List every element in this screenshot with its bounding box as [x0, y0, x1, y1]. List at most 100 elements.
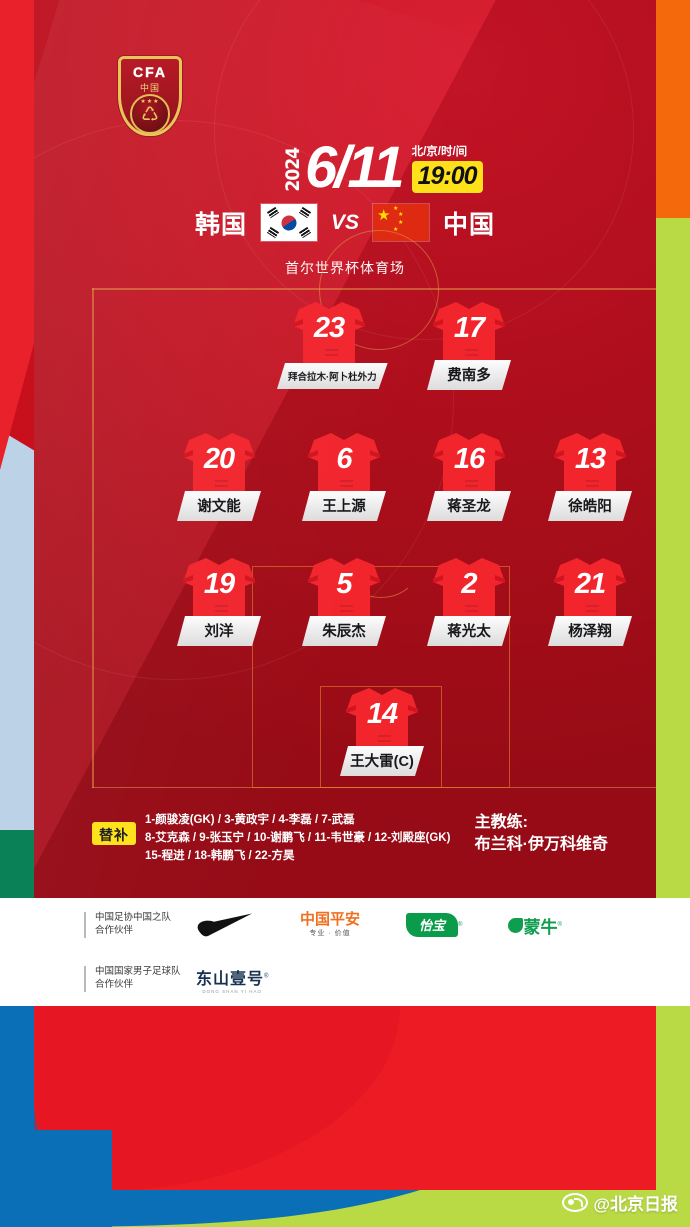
match-datetime: 2024 6/11 北/京/时/间 19:00 [282, 132, 483, 200]
sponsor-strip: 中国足协中国之队 合作伙伴 中国平安 专业 · 价值 怡宝 ® 蒙牛 ® [0, 898, 690, 1006]
player-name: 费南多 [427, 360, 511, 390]
player-slot[interactable]: 23 拜合拉木·阿卜杜外力 [277, 297, 381, 389]
player-slot[interactable]: 5 朱辰杰 [292, 553, 396, 646]
substitutes-line: 15-程进 / 18-韩鹏飞 / 22-方昊 [145, 849, 295, 862]
jersey-icon: 20 [175, 428, 263, 498]
yibao-logo-icon: 怡宝 ® [406, 913, 462, 937]
jersey-number: 13 [574, 443, 606, 475]
registered-mark: ® [557, 922, 562, 928]
player-name: 王上源 [302, 491, 386, 521]
sponsor-label-line1: 中国国家男子足球队 [95, 966, 181, 978]
weibo-icon [562, 1193, 589, 1212]
vs-label: VS [330, 210, 359, 234]
star-small: ★ [398, 220, 404, 226]
player-slot[interactable]: 17 费南多 [417, 297, 521, 390]
jersey-icon: 14 [338, 683, 426, 753]
sponsor-logos: 中国平安 专业 · 价值 怡宝 ® 蒙牛 ® [196, 911, 562, 939]
pitch-diagram: 23 拜合拉木·阿卜杜外力 17 费南多 [92, 230, 656, 788]
jersey-icon: 21 [546, 553, 634, 623]
jersey-icon: 19 [175, 553, 263, 623]
weibo-watermark[interactable]: @北京日报 [562, 1190, 678, 1215]
match-month-day: 6/11 [305, 134, 405, 200]
jersey-shape [433, 433, 505, 496]
player-name: 蒋光太 [427, 616, 511, 646]
cfa-dragon-icon: ★★★ ♺ [130, 94, 170, 134]
sponsor-row: 中国国家男子足球队 合作伙伴 东山壹号® DONG SHAN YI HAO [0, 952, 690, 1006]
jersey-number: 14 [366, 698, 398, 730]
sponsor-row: 中国足协中国之队 合作伙伴 中国平安 专业 · 价值 怡宝 ® 蒙牛 ® [0, 898, 690, 952]
jersey-shape [308, 558, 380, 621]
player-slot[interactable]: 16 蒋圣龙 [417, 428, 521, 521]
sponsor-label-line2: 合作伙伴 [95, 979, 134, 990]
player-name: 王大雷(C) [340, 746, 424, 776]
player-slot[interactable]: 13 徐皓阳 [538, 428, 642, 521]
jersey-icon: 16 [425, 428, 513, 498]
star-large: ★ [377, 207, 391, 224]
player-name: 杨泽翔 [548, 616, 632, 646]
jersey-shape [183, 558, 255, 621]
player-slot[interactable]: 6 王上源 [292, 428, 396, 521]
jersey-shape [293, 302, 365, 365]
home-team-name: 韩国 [194, 210, 247, 239]
player-name: 蒋圣龙 [427, 491, 511, 521]
jersey-shape [308, 433, 380, 496]
jersey-icon: 13 [546, 428, 634, 498]
mengniu-mark-shape [508, 917, 524, 933]
crest-stars: ★★★ [140, 99, 160, 105]
crest-country-label: 中国 [139, 83, 160, 93]
player-name: 谢文能 [177, 491, 261, 521]
goal-area [320, 686, 442, 788]
player-slot[interactable]: 21 杨泽翔 [538, 553, 642, 646]
player-slot[interactable]: 2 蒋光太 [417, 553, 521, 646]
substitutes-list: 1-颜骏凌(GK) / 3-黄政宇 / 4-李磊 / 7-武磊 8-艾克森 / … [145, 812, 450, 865]
player-name: 刘洋 [177, 616, 261, 646]
jersey-icon: 2 [425, 553, 513, 623]
trigram [298, 206, 312, 219]
substitutes-badge: 替补 [92, 822, 136, 845]
jersey-shape [554, 433, 626, 496]
dragon-glyph-icon: ♺ [141, 103, 159, 126]
mengniu-name: 蒙牛 [523, 917, 558, 937]
trigram [266, 206, 280, 219]
kickoff-time-group: 北/京/时/间 19:00 [411, 143, 483, 193]
trigram [298, 226, 312, 239]
jersey-icon: 6 [300, 428, 388, 498]
dongshan-name: 东山壹号 [196, 970, 265, 988]
player-slot-goalkeeper[interactable]: 14 王大雷(C) [330, 683, 434, 776]
jersey-shape [433, 302, 505, 365]
jersey-number: 20 [203, 443, 235, 475]
sponsor-label-line2: 合作伙伴 [95, 925, 134, 936]
substitutes-line: 8-艾克森 / 9-张玉宁 / 10-谢鹏飞 / 11-韦世豪 / 12-刘殿座… [145, 831, 451, 844]
jersey-shape [433, 558, 505, 621]
away-team-name: 中国 [443, 210, 496, 239]
trigram [266, 226, 280, 239]
player-slot[interactable]: 19 刘洋 [167, 553, 271, 646]
dongshan-yihao-logo-icon: 东山壹号® DONG SHAN YI HAO [196, 965, 268, 994]
taegeuk-icon [278, 212, 300, 233]
pitch-line [92, 288, 94, 788]
registered-mark: ® [458, 922, 463, 928]
jersey-number: 23 [313, 312, 345, 344]
player-slot[interactable]: 20 谢文能 [167, 428, 271, 521]
match-year: 2024 [282, 148, 304, 192]
sponsor-label-line1: 中国足协中国之队 [95, 912, 172, 924]
star-small: ★ [398, 212, 404, 218]
crest-initials: CFA [133, 64, 167, 80]
head-coach-block: 主教练: 布兰科·伊万科维奇 [475, 812, 626, 865]
player-name: 徐皓阳 [548, 491, 632, 521]
jersey-number: 16 [453, 443, 485, 475]
teams-row: 韩国 VS ★ ★ ★ ★ ★ 中国 [34, 204, 656, 241]
dongshan-name-row: 东山壹号® [196, 965, 268, 989]
kickoff-time: 19:00 [411, 161, 483, 193]
yibao-name: 怡宝 [406, 913, 459, 937]
centre-circle [319, 230, 439, 350]
match-poster-panel: CFA 中国 ★★★ ♺ 2024 6/11 北/京/时/间 19:00 韩国 … [34, 0, 656, 898]
player-name: 拜合拉木·阿卜杜外力 [277, 363, 388, 389]
jersey-shape [346, 688, 418, 751]
cfa-crest-logo: CFA 中国 ★★★ ♺ [118, 56, 182, 136]
jersey-icon: 23 [285, 297, 373, 367]
jersey-number: 6 [336, 443, 352, 475]
weibo-handle: @北京日报 [593, 1195, 678, 1214]
sponsor-row-label: 中国国家男子足球队 合作伙伴 [84, 966, 196, 992]
dongshan-pinyin: DONG SHAN YI HAO [202, 988, 263, 994]
